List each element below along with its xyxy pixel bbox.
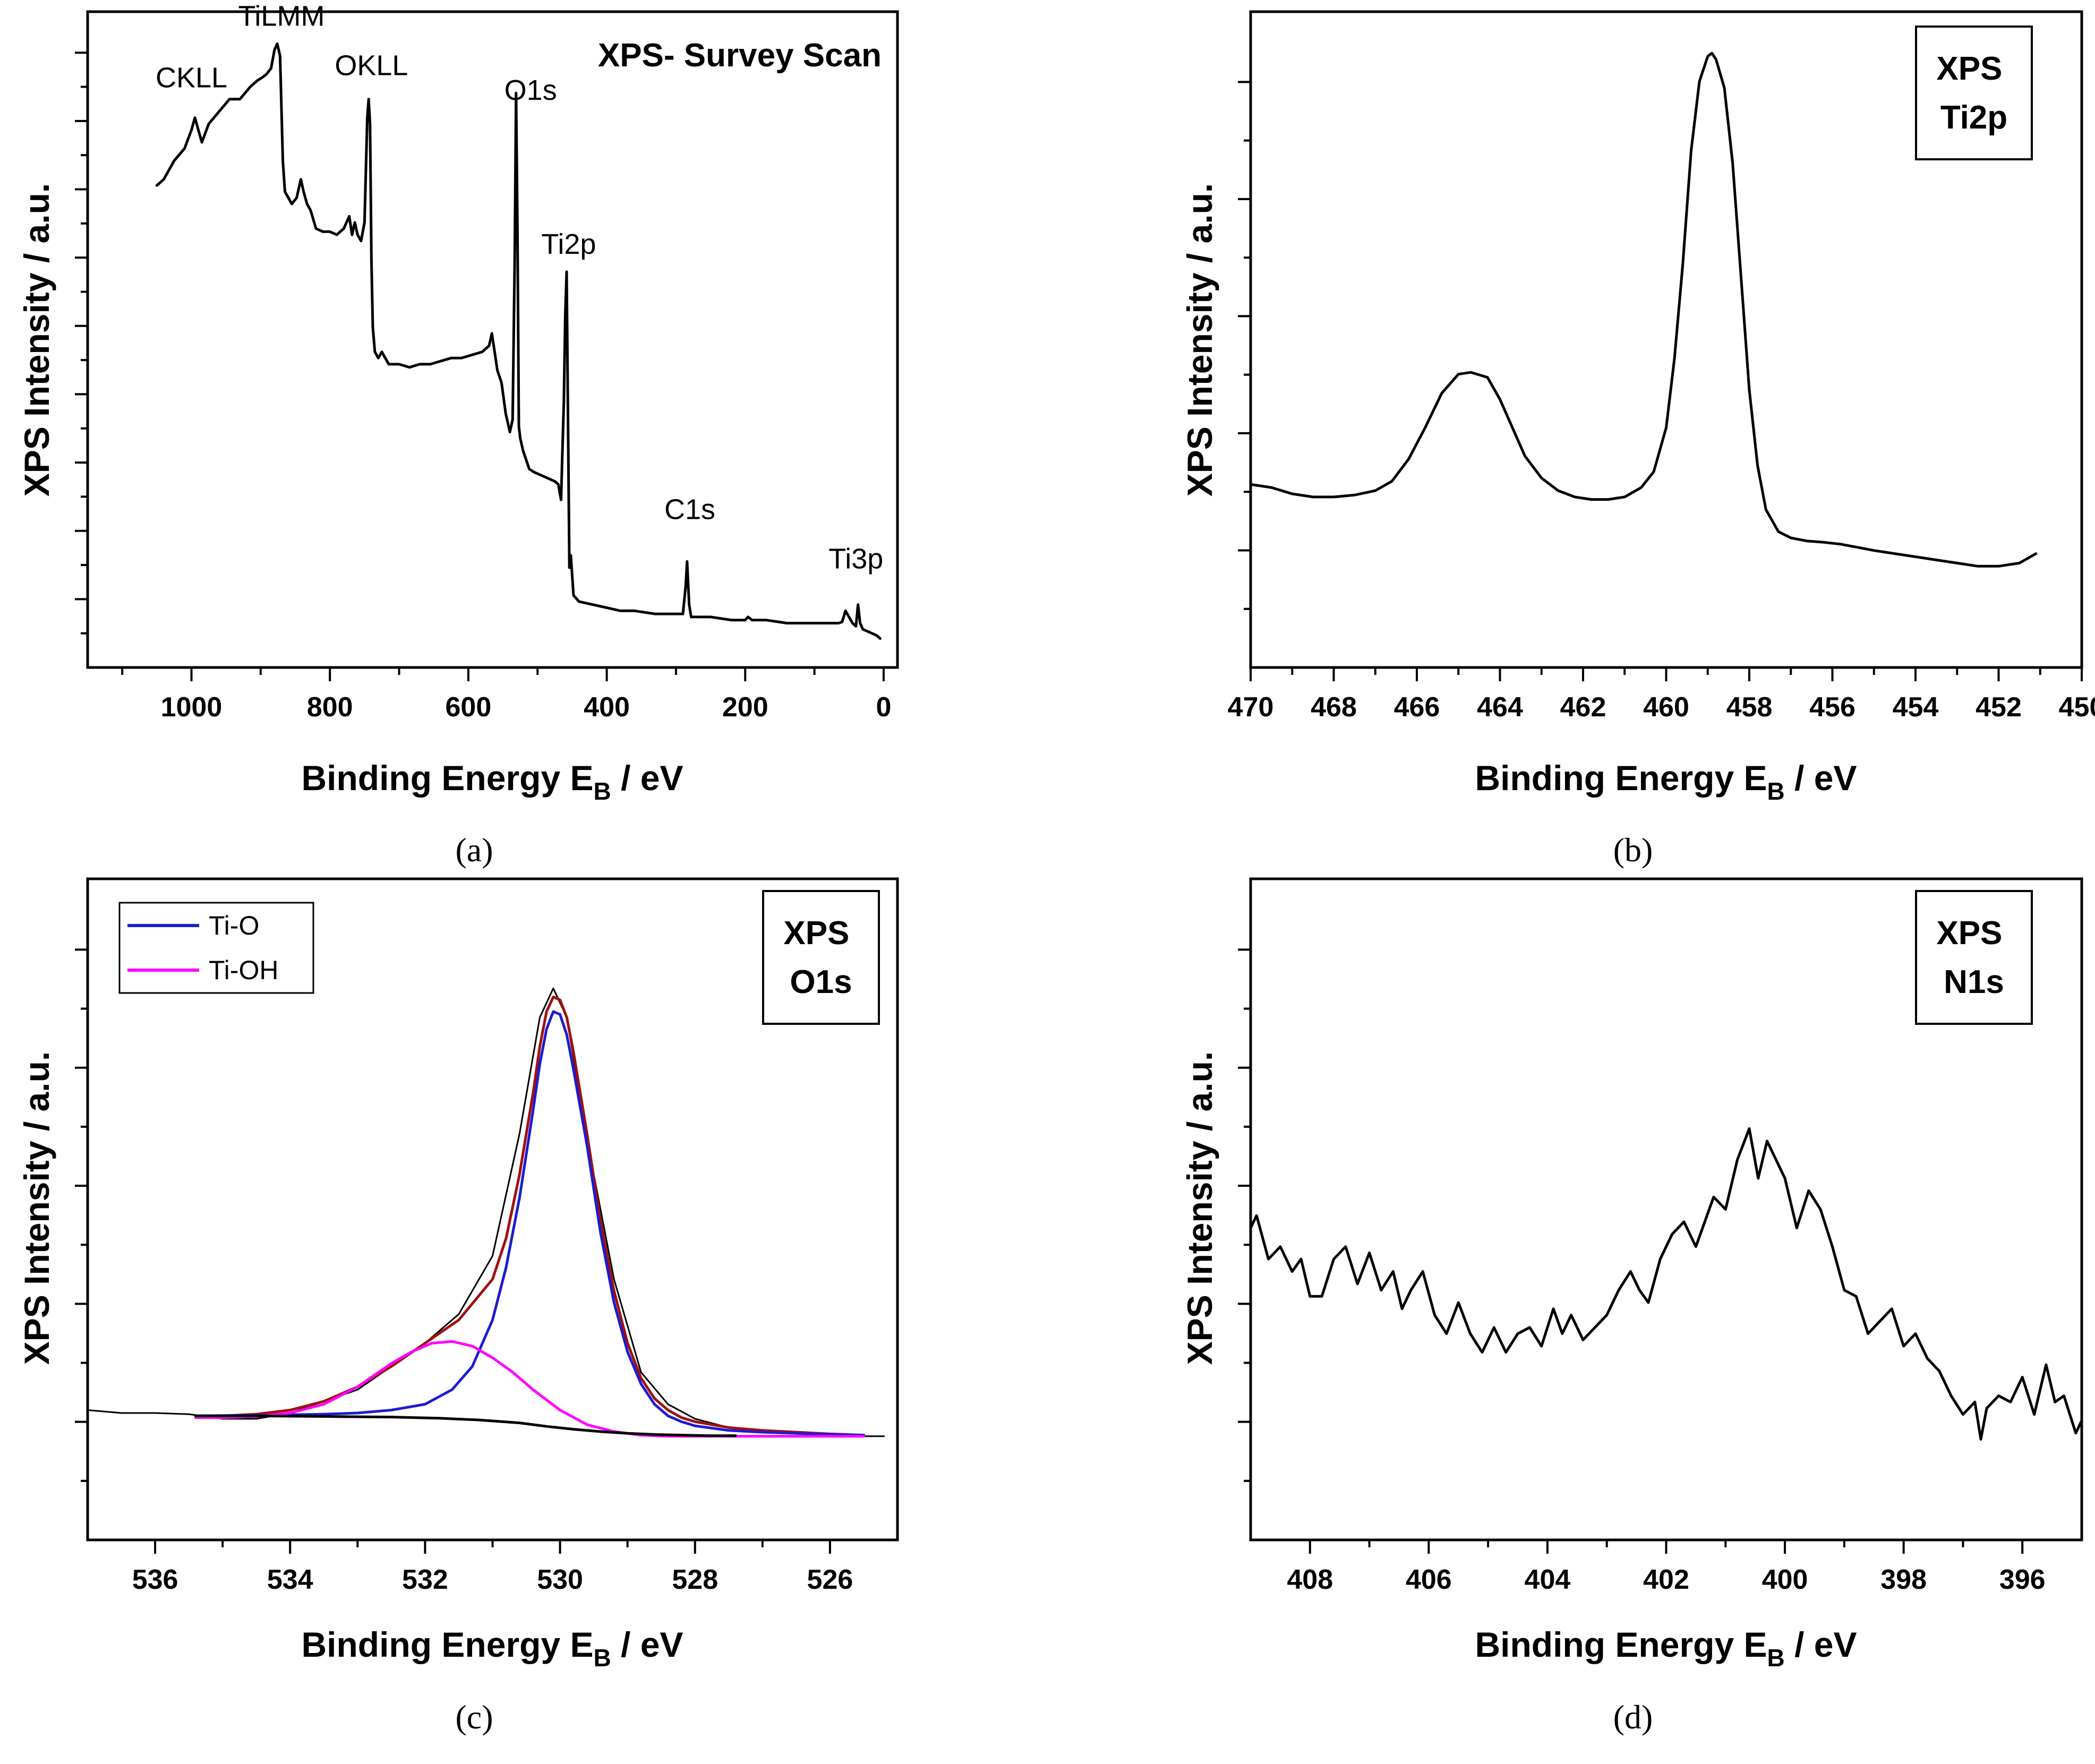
panel-a-x-axis-title: Binding Energy EB / eV	[301, 758, 683, 805]
peak-label-ti2p: Ti2p	[541, 228, 596, 260]
panel-d-x-tick-label: 402	[1643, 1564, 1689, 1595]
panel-d-x-tick-label: 406	[1406, 1564, 1452, 1595]
panel-b-x-tick-label: 462	[1560, 692, 1606, 723]
panel-d-ticks: 408 406 404 402 400 398 396	[1238, 948, 2046, 1595]
panel-d-x-tick-label: 398	[1880, 1564, 1927, 1595]
panel-c-x-tick-label: 528	[672, 1564, 718, 1595]
panel-c-x-tick-label: 530	[537, 1564, 583, 1595]
panel-b-x-tick-label: 452	[1976, 692, 2022, 723]
panel-a-x-tick-label: 200	[722, 692, 768, 723]
panel-a-x-tick-label: 600	[445, 692, 491, 723]
panel-c-x-tick-label: 534	[267, 1564, 313, 1595]
panel-c-o1s: 536 534 532 530 528 526 Ti-O Ti-OH XPS O1s Bi…	[17, 877, 899, 1736]
peak-label-tilmm: TiLMM	[238, 1, 324, 32]
panel-b-title-box	[1915, 25, 2033, 160]
panel-d-y-axis-title: XPS Intensity / a.u.	[1180, 1051, 1219, 1365]
panel-b-x-tick-label: 460	[1643, 692, 1689, 723]
panel-b-x-tick-label: 468	[1311, 692, 1357, 723]
panel-b-x-tick-label: 456	[1809, 692, 1855, 723]
panel-a-series-survey	[155, 42, 882, 640]
panel-b-x-tick-label: 466	[1394, 692, 1440, 723]
panel-d-x-tick-label: 396	[1999, 1564, 2046, 1595]
panel-d-n1s: 408 406 404 402 400 398 396 XPS N1s Binding En…	[1180, 877, 2083, 1736]
panel-d-x-tick-label: 404	[1525, 1564, 1571, 1595]
peak-label-ti3p: Ti3p	[828, 543, 883, 575]
panel-c-ticks: 536 534 532 530 528 526	[75, 948, 853, 1595]
panel-a-ticks: 1000 800 600 400 200 0	[75, 52, 891, 723]
panel-b-series-ti2p	[1251, 52, 2038, 568]
panel-d-series-n1s	[1251, 1127, 2082, 1441]
panel-c-series-ti-o	[194, 1010, 865, 1437]
panel-d-caption: (d)	[1613, 1698, 1653, 1736]
panel-b-ticks: 470 468 466 464 462 460 458 456 454 452 450	[1228, 81, 2095, 723]
panel-b-y-axis-title: XPS Intensity / a.u.	[1180, 183, 1219, 497]
panel-a-annotations: CKLL TiLMM OKLL O1s Ti2p C1s Ti3p	[156, 1, 883, 575]
legend-ti-o-label: Ti-O	[209, 911, 259, 940]
panel-b-title: XPS Ti2p	[1936, 50, 2011, 136]
panel-a-x-tick-label: 800	[307, 692, 353, 723]
legend-ti-oh-label: Ti-OH	[209, 955, 278, 985]
panel-a-x-tick-label: 1000	[161, 692, 223, 723]
panel-b-x-tick-label: 464	[1477, 692, 1523, 723]
panel-c-title-box	[762, 890, 880, 1025]
panel-a-y-axis-title: XPS Intensity / a.u.	[17, 183, 56, 497]
panel-d-x-tick-label: 400	[1762, 1564, 1808, 1595]
panel-c-series	[88, 987, 885, 1438]
peak-label-ckll: CKLL	[156, 62, 227, 94]
panel-b-x-tick-label: 458	[1726, 692, 1773, 723]
panel-b-x-tick-label: 454	[1893, 692, 1939, 723]
panel-d-title: XPS N1s	[1936, 915, 2011, 1000]
panel-d-title-box	[1915, 890, 2033, 1025]
panel-c-x-axis-title: Binding Energy EB / eV	[301, 1625, 683, 1672]
panel-d-x-tick-label: 408	[1287, 1564, 1333, 1595]
panel-a-axes-frame	[86, 10, 899, 669]
peak-label-okll: OKLL	[335, 50, 408, 82]
peak-label-c1s: C1s	[664, 493, 715, 525]
panel-c-title: XPS O1s	[783, 915, 858, 1000]
panel-b-x-tick-label: 450	[2059, 692, 2095, 723]
panel-c-caption: (c)	[455, 1698, 493, 1736]
panel-b-caption: (b)	[1613, 831, 1653, 869]
panel-b-ti2p: 470 468 466 464 462 460 458 456 454 452 450 XPS Ti…	[1180, 10, 2095, 869]
panel-c-series-background	[194, 1414, 737, 1437]
panel-a-x-tick-label: 0	[876, 692, 891, 723]
panel-d-x-axis-title: Binding Energy EB / eV	[1475, 1625, 1857, 1672]
panel-b-x-axis-title: Binding Energy EB / eV	[1475, 758, 1857, 805]
panel-a-series	[155, 42, 882, 640]
panel-b-series	[1251, 52, 2038, 568]
panel-c-y-axis-title: XPS Intensity / a.u.	[17, 1051, 56, 1365]
panel-a-caption: (a)	[455, 831, 493, 869]
panel-a-title: XPS- Survey Scan	[598, 37, 882, 74]
panel-b-x-tick-label: 470	[1228, 692, 1274, 723]
panel-c-x-tick-label: 526	[807, 1564, 853, 1595]
panel-a-survey: 1000 800 600 400 200 0 XPS- Survey Scan CKLL T…	[17, 1, 899, 869]
panel-c-x-tick-label: 532	[402, 1564, 448, 1595]
peak-label-o1s: O1s	[504, 74, 557, 106]
panel-c-x-tick-label: 536	[132, 1564, 178, 1595]
panel-c-legend: Ti-O Ti-OH	[118, 902, 314, 994]
panel-a-x-tick-label: 400	[584, 692, 630, 723]
panel-d-series	[1251, 1127, 2082, 1441]
